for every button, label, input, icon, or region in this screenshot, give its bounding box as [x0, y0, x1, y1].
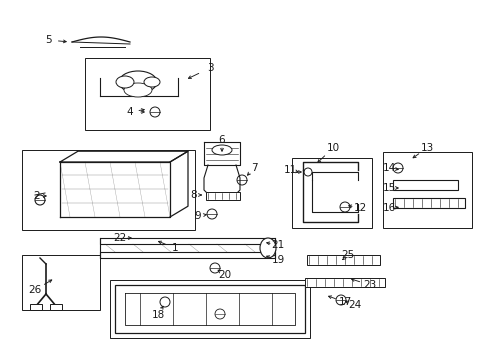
Text: 10: 10 [326, 143, 339, 153]
Polygon shape [392, 198, 464, 208]
Text: 5: 5 [44, 35, 51, 45]
Ellipse shape [260, 238, 275, 258]
Text: 23: 23 [363, 280, 376, 290]
Text: 15: 15 [382, 183, 395, 193]
Ellipse shape [119, 71, 157, 93]
Polygon shape [30, 304, 42, 310]
Polygon shape [392, 180, 457, 190]
Text: 14: 14 [382, 163, 395, 173]
Text: 12: 12 [353, 203, 366, 213]
Bar [85, 58, 209, 130]
Text: 24: 24 [347, 300, 361, 310]
Polygon shape [100, 252, 274, 258]
Bar [291, 158, 371, 228]
Ellipse shape [116, 76, 134, 88]
Text: 22: 22 [113, 233, 126, 243]
Text: 17: 17 [338, 297, 351, 307]
Text: 6: 6 [218, 135, 225, 145]
Text: 16: 16 [382, 203, 395, 213]
Text: 20: 20 [218, 270, 231, 280]
Polygon shape [115, 285, 305, 333]
Text: 19: 19 [271, 255, 284, 265]
Bar [22, 150, 195, 230]
Polygon shape [305, 278, 384, 287]
Text: 1: 1 [171, 243, 178, 253]
Ellipse shape [124, 83, 152, 97]
Text: 25: 25 [341, 250, 354, 260]
Text: 2: 2 [34, 191, 40, 201]
Polygon shape [100, 238, 274, 244]
Text: 26: 26 [28, 285, 41, 295]
Bar [22, 255, 100, 310]
Bar [110, 280, 309, 338]
Text: 11: 11 [283, 165, 296, 175]
Text: 18: 18 [151, 310, 164, 320]
Text: 8: 8 [190, 190, 197, 200]
Polygon shape [50, 304, 62, 310]
Polygon shape [205, 192, 240, 200]
Text: 9: 9 [194, 211, 201, 221]
Bar [382, 152, 471, 228]
Text: 3: 3 [206, 63, 213, 73]
Polygon shape [306, 255, 379, 265]
Text: 7: 7 [250, 163, 257, 173]
Ellipse shape [212, 145, 231, 155]
Text: 13: 13 [420, 143, 433, 153]
Text: 4: 4 [126, 107, 133, 117]
Ellipse shape [143, 77, 160, 87]
Text: 21: 21 [271, 240, 284, 250]
